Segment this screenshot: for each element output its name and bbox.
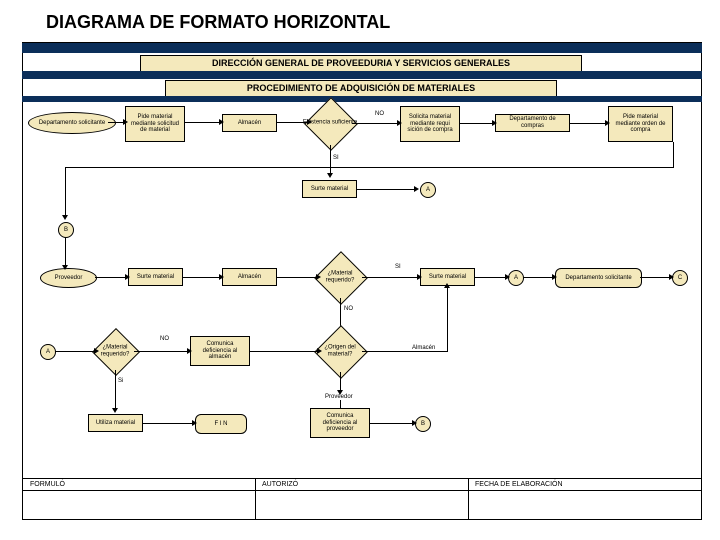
node-almacen1: Almacén (222, 114, 277, 132)
node-surte2: Surte material (128, 268, 183, 286)
node-surte1: Surte material (302, 180, 357, 198)
node-pide-solicitud: Pide material mediante solicitud de mate… (125, 106, 185, 142)
label-no3: NO (160, 336, 169, 342)
process-bar: PROCEDIMIENTO DE ADQUISICIÓN DE MATERIAL… (165, 80, 557, 97)
connector-C: C (672, 270, 688, 286)
label-proveedor-branch: Proveedor (325, 394, 353, 400)
connector-B1: B (58, 222, 74, 238)
node-solicita-req: Solicita material mediante requi sición … (400, 106, 460, 142)
connector-A3: A (40, 344, 56, 360)
division-bar: DIRECCIÓN GENERAL DE PROVEEDURIA Y SERVI… (140, 55, 582, 72)
label-si2: SI (395, 264, 401, 270)
page-title: DIAGRAMA DE FORMATO HORIZONTAL (46, 12, 390, 33)
footer-fecha: FECHA DE ELABORACIÓN (475, 481, 563, 488)
node-pide-orden: Pide material mediante orden de compra (608, 106, 673, 142)
node-dept-solic2: Departamento solicitante (555, 268, 642, 288)
node-utiliza: Utiliza material (88, 414, 143, 432)
node-dept-compras: Departamento de compras (495, 114, 570, 132)
navy-bar-bot (22, 96, 702, 102)
label-no1: NO (375, 111, 384, 117)
navy-bar-top (22, 43, 702, 53)
navy-bar-mid (22, 71, 702, 79)
footer-frame (22, 478, 702, 520)
label-si3: Si (118, 378, 123, 384)
node-dept-solicitante: Departamento solicitante (28, 112, 116, 134)
node-com-proveedor: Comunica deficiencia al proveedor (310, 408, 370, 438)
footer-autorizo: AUTORIZÓ (262, 481, 298, 488)
connector-A1: A (420, 182, 436, 198)
label-no2: NO (344, 306, 353, 312)
connector-A2: A (508, 270, 524, 286)
connector-B2: B (415, 416, 431, 432)
node-com-almacen: Comunica deficiencia al almacén (190, 336, 250, 366)
label-si1: SI (333, 155, 339, 161)
node-almacen2: Almacén (222, 268, 277, 286)
node-proveedor1: Proveedor (40, 268, 97, 288)
node-fin: F I N (195, 414, 247, 434)
footer-formulo: FORMULÓ (30, 481, 65, 488)
